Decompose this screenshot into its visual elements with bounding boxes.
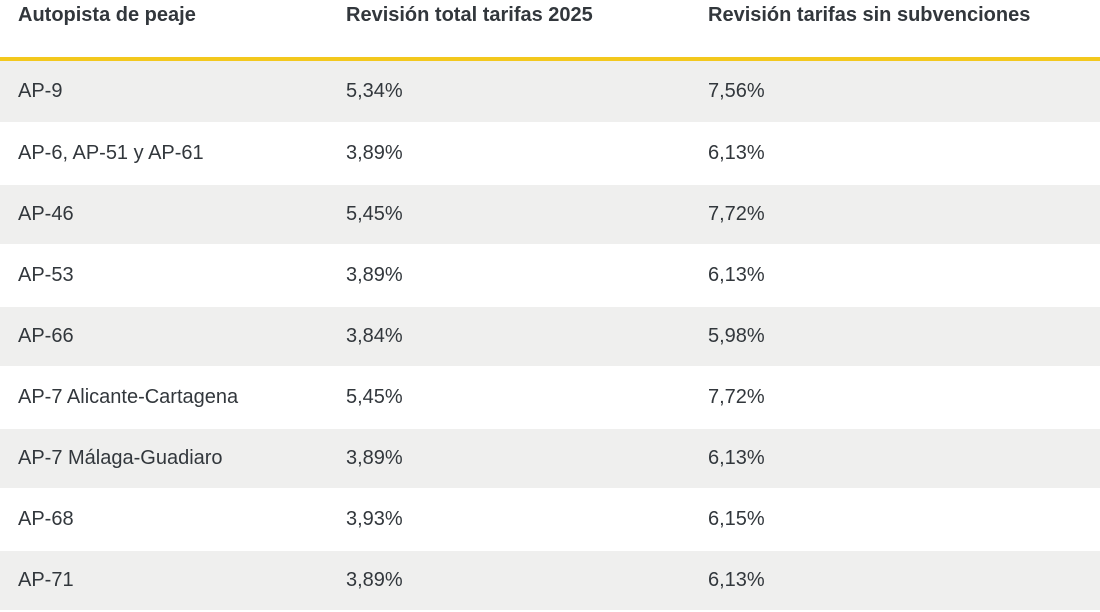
tariff-value-cell: 5,98% xyxy=(690,305,1100,368)
table-row: AP-7 Alicante-Cartagena 5,45% 7,72% xyxy=(0,366,1100,429)
tariff-value-cell: 6,13% xyxy=(690,427,1100,490)
tariff-value-cell: 6,13% xyxy=(690,549,1100,612)
table-row: AP-9 5,34% 7,56% xyxy=(0,59,1100,124)
column-header-revision-sin-subvenciones: Revisión tarifas sin subvenciones xyxy=(690,0,1100,61)
table-header: Autopista de peaje Revisión total tarifa… xyxy=(0,0,1100,61)
tariff-value-cell: 3,84% xyxy=(328,305,690,368)
column-header-revision-total: Revisión total tarifas 2025 xyxy=(328,0,690,61)
tariff-value-cell: 5,45% xyxy=(328,183,690,246)
highway-name-cell: AP-9 xyxy=(0,59,328,124)
tariff-value-cell: 6,13% xyxy=(690,122,1100,185)
tariff-value-cell: 3,89% xyxy=(328,244,690,307)
highway-name-cell: AP-53 xyxy=(0,244,328,307)
header-row: Autopista de peaje Revisión total tarifa… xyxy=(0,0,1100,61)
table-row: AP-6, AP-51 y AP-61 3,89% 6,13% xyxy=(0,122,1100,185)
tariff-value-cell: 3,89% xyxy=(328,549,690,612)
highway-name-cell: AP-68 xyxy=(0,488,328,551)
tariff-value-cell: 3,93% xyxy=(328,488,690,551)
table-body: AP-9 5,34% 7,56% AP-6, AP-51 y AP-61 3,89% 6,… xyxy=(0,59,1100,612)
table-row: AP-66 3,84% 5,98% xyxy=(0,305,1100,368)
column-header-autopista: Autopista de peaje xyxy=(0,0,328,61)
tariff-value-cell: 7,72% xyxy=(690,366,1100,429)
tariff-value-cell: 7,72% xyxy=(690,183,1100,246)
highway-name-cell: AP-46 xyxy=(0,183,328,246)
table-row: AP-7 Málaga-Guadiaro 3,89% 6,13% xyxy=(0,427,1100,490)
highway-name-cell: AP-7 Málaga-Guadiaro xyxy=(0,427,328,490)
table-row: AP-53 3,89% 6,13% xyxy=(0,244,1100,307)
tariff-value-cell: 3,89% xyxy=(328,122,690,185)
highway-name-cell: AP-71 xyxy=(0,549,328,612)
tariff-value-cell: 5,34% xyxy=(328,59,690,124)
tariff-value-cell: 5,45% xyxy=(328,366,690,429)
table-row: AP-46 5,45% 7,72% xyxy=(0,183,1100,246)
tariff-value-cell: 7,56% xyxy=(690,59,1100,124)
table-row: AP-68 3,93% 6,15% xyxy=(0,488,1100,551)
tariff-value-cell: 3,89% xyxy=(328,427,690,490)
tariff-value-cell: 6,13% xyxy=(690,244,1100,307)
highway-name-cell: AP-7 Alicante-Cartagena xyxy=(0,366,328,429)
table-row: AP-71 3,89% 6,13% xyxy=(0,549,1100,612)
tariff-value-cell: 6,15% xyxy=(690,488,1100,551)
highway-name-cell: AP-6, AP-51 y AP-61 xyxy=(0,122,328,185)
highway-name-cell: AP-66 xyxy=(0,305,328,368)
